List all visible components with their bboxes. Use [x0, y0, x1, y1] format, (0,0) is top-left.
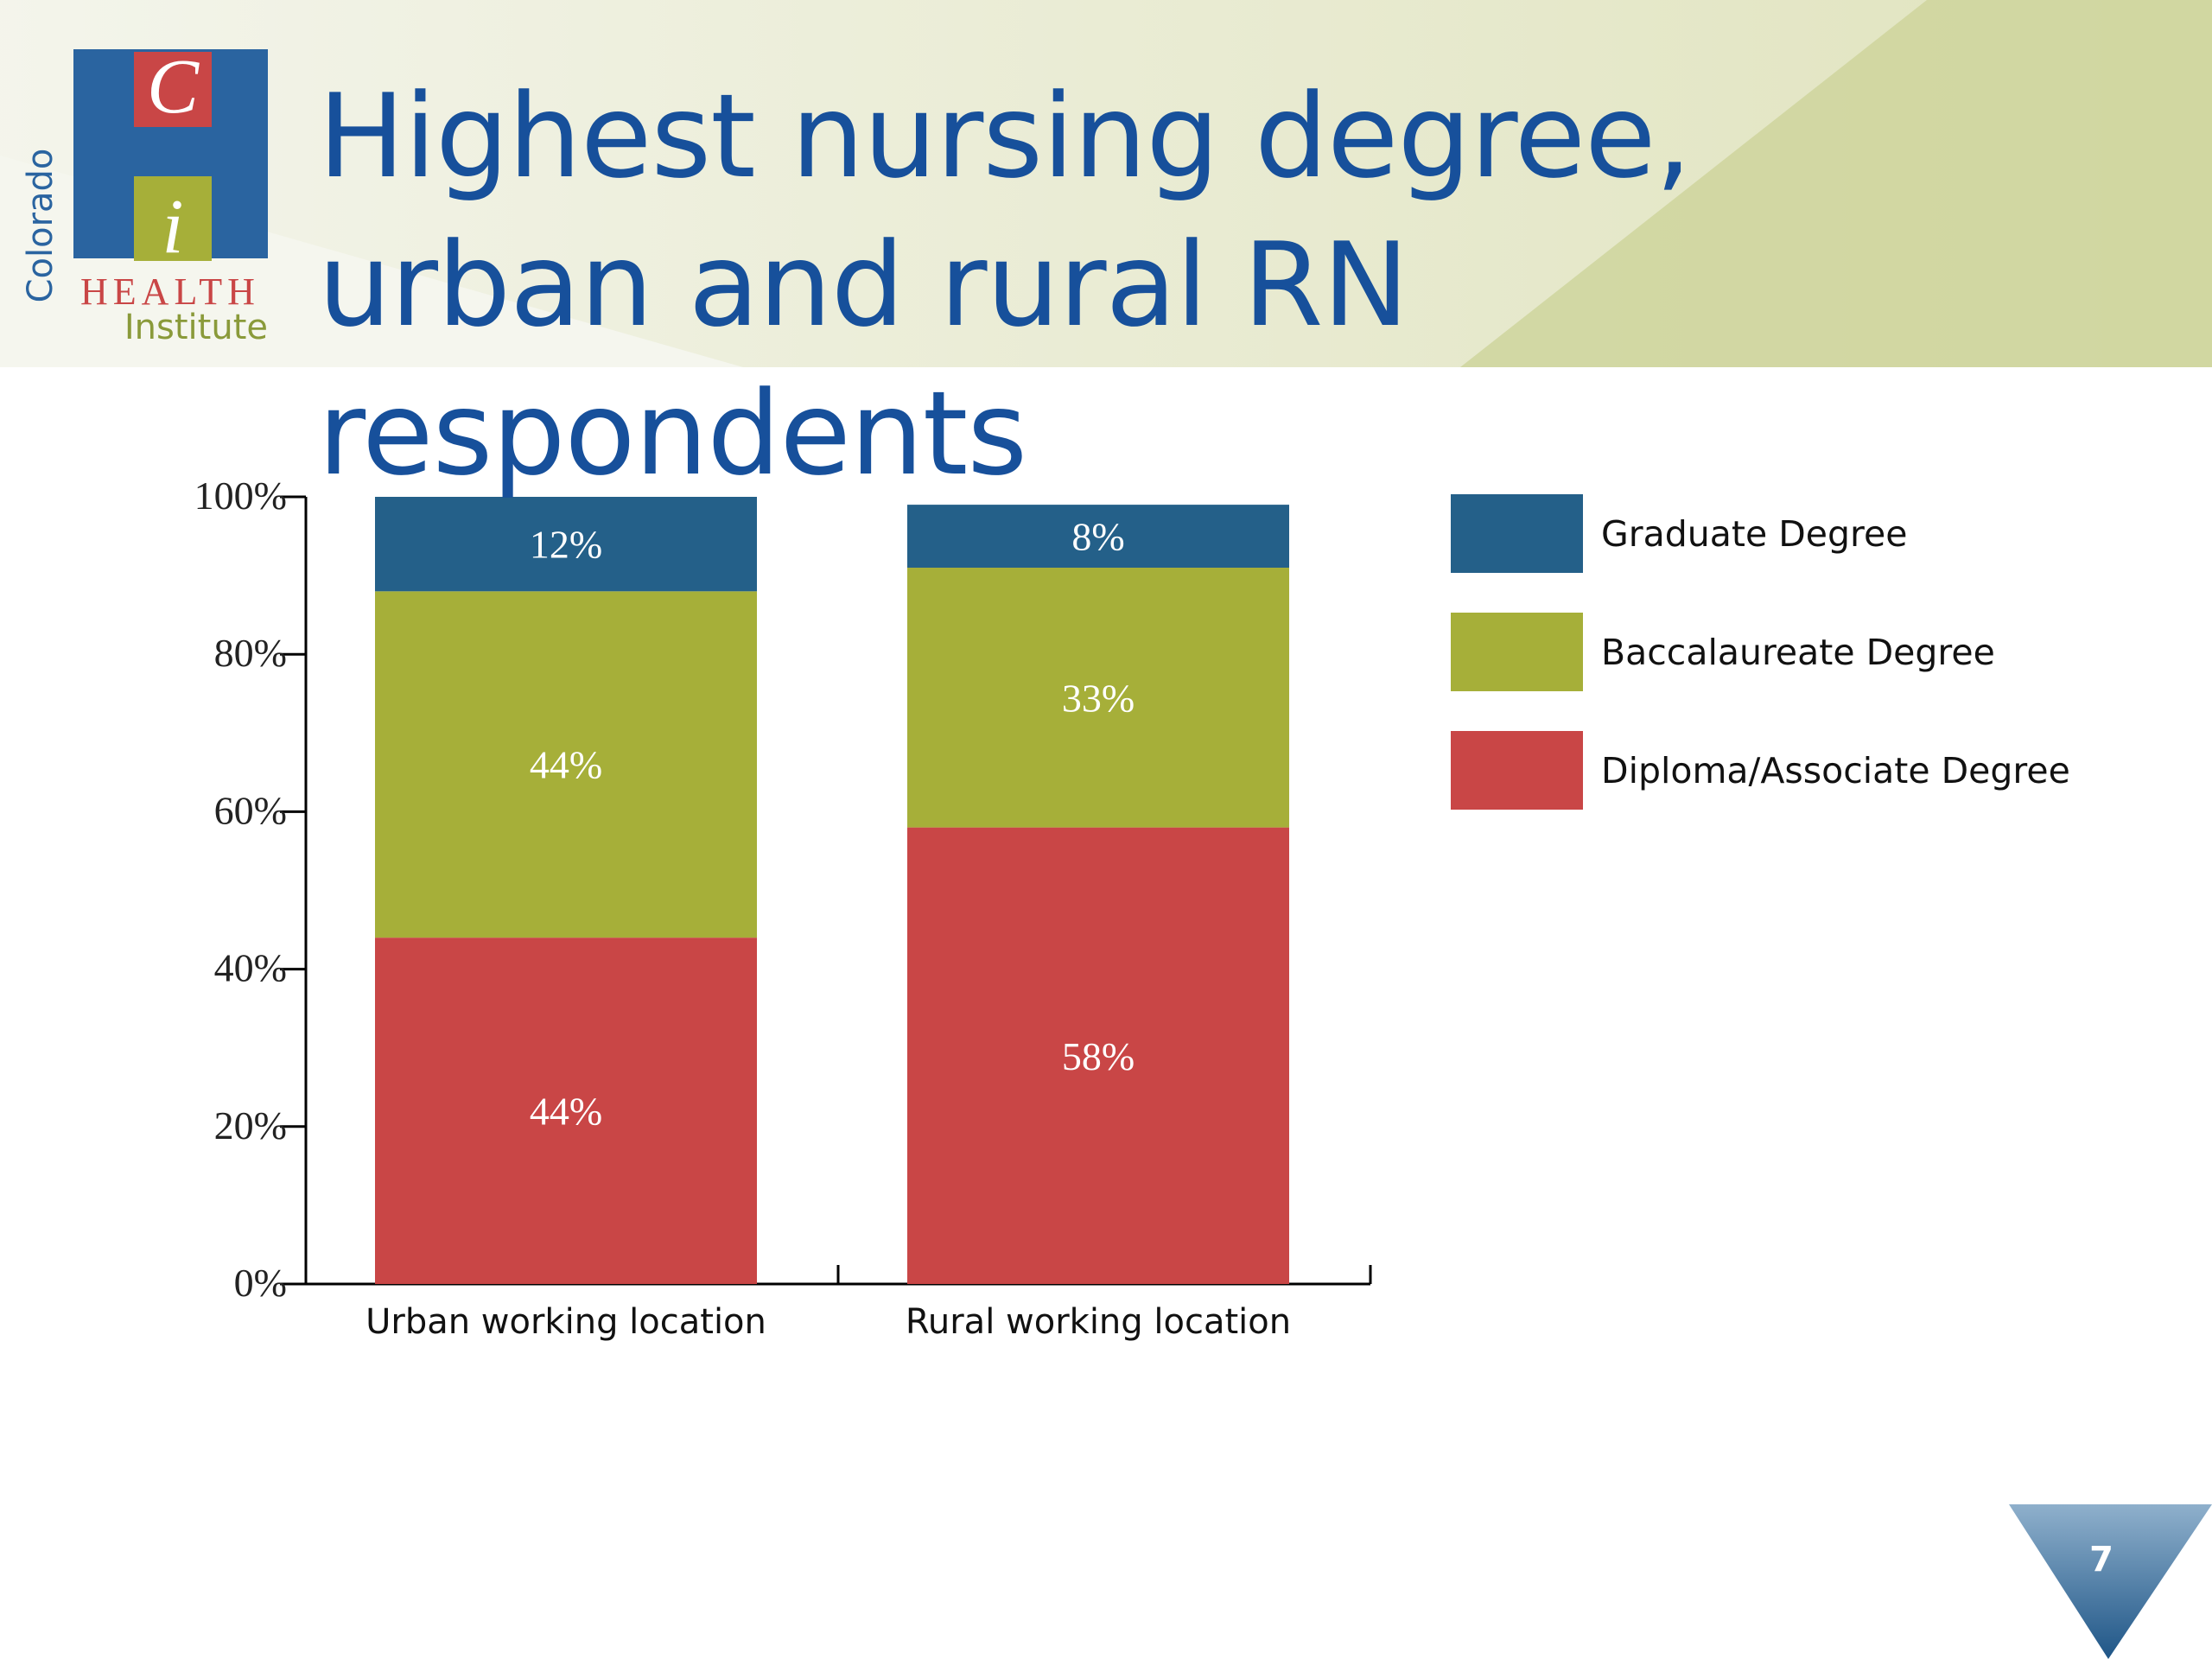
logo-name: HEALTH	[80, 270, 260, 313]
header-shape	[1460, 0, 2212, 367]
y-tick-label: 20%	[214, 1103, 287, 1147]
y-tick-label: 40%	[214, 946, 287, 990]
legend-swatch	[1451, 613, 1583, 691]
value-label: 12%	[530, 523, 602, 567]
legend-swatch	[1451, 731, 1583, 810]
value-label: 58%	[1062, 1034, 1135, 1078]
bar-segment	[375, 591, 757, 938]
logo-green	[134, 176, 212, 261]
value-label: 33%	[1062, 676, 1135, 720]
value-label: 44%	[530, 743, 602, 787]
page-marker	[2009, 1504, 2212, 1659]
logo-subname: Institute	[124, 308, 268, 347]
y-tick-label: 0%	[234, 1261, 287, 1305]
bar-segment	[907, 505, 1289, 568]
value-label: 8%	[1071, 515, 1124, 559]
bar-segment	[375, 497, 757, 592]
legend-label: Baccalaureate Degree	[1601, 632, 1995, 673]
y-tick-label: 100%	[194, 474, 287, 518]
logo-letter: C	[147, 44, 200, 130]
legend-swatch	[1451, 494, 1583, 573]
legend-label: Diploma/Associate Degree	[1601, 750, 2070, 791]
value-label: 44%	[530, 1090, 602, 1134]
y-tick-label: 60%	[214, 788, 287, 832]
legend-label: Graduate Degree	[1601, 513, 1907, 555]
x-tick-label: Rural working location	[906, 1302, 1291, 1342]
logo-red	[134, 52, 212, 127]
x-tick-label: Urban working location	[365, 1302, 766, 1342]
bar-segment	[907, 827, 1289, 1284]
y-tick-label: 80%	[214, 631, 287, 675]
bar-segment	[375, 938, 757, 1284]
page-number: 7	[2089, 1540, 2113, 1580]
logo-letter: i	[162, 184, 183, 270]
chart-title: Highest nursing degree, urban and rural …	[318, 69, 1692, 501]
logo-side: Colorado	[21, 149, 60, 303]
bar-segment	[907, 567, 1289, 828]
